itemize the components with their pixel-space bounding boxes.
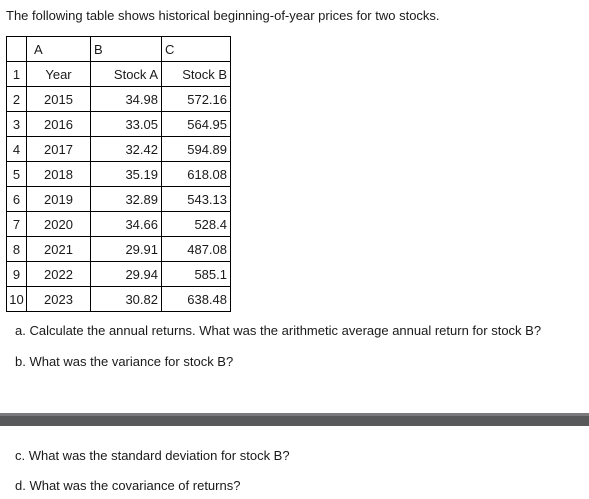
stock-a-cell: 34.98 bbox=[90, 86, 162, 112]
row-number: 10 bbox=[6, 286, 27, 312]
year-cell: 2015 bbox=[26, 86, 91, 112]
question-c: c. What was the standard deviation for s… bbox=[15, 448, 290, 463]
stock-b-cell: 487.08 bbox=[161, 236, 231, 262]
table-row: 9 2022 29.94 585.1 bbox=[6, 261, 231, 287]
stock-b-cell: 528.4 bbox=[161, 211, 231, 237]
stock-a-cell: Stock A bbox=[90, 61, 162, 87]
row-number: 8 bbox=[6, 236, 27, 262]
column-header-a: A bbox=[26, 36, 91, 62]
row-number: 9 bbox=[6, 261, 27, 287]
question-a: a. Calculate the annual returns. What wa… bbox=[15, 323, 542, 338]
year-cell: 2016 bbox=[26, 111, 91, 137]
intro-text: The following table shows historical beg… bbox=[6, 8, 440, 23]
section-divider bbox=[0, 413, 589, 426]
stock-a-cell: 34.66 bbox=[90, 211, 162, 237]
year-cell: 2017 bbox=[26, 136, 91, 162]
stock-b-cell: 543.13 bbox=[161, 186, 231, 212]
row-number: 1 bbox=[6, 61, 27, 87]
row-number: 5 bbox=[6, 161, 27, 187]
stock-b-cell: 564.95 bbox=[161, 111, 231, 137]
stock-a-cell: 29.94 bbox=[90, 261, 162, 287]
stock-b-cell: 594.89 bbox=[161, 136, 231, 162]
year-cell: 2018 bbox=[26, 161, 91, 187]
price-table: A B C 1 Year Stock A Stock B 2 2015 34.98 572.1… bbox=[6, 36, 231, 312]
stock-a-cell: 29.91 bbox=[90, 236, 162, 262]
table-row: 7 2020 34.66 528.4 bbox=[6, 211, 231, 237]
stock-a-cell: 32.42 bbox=[90, 136, 162, 162]
table-row: 3 2016 33.05 564.95 bbox=[6, 111, 231, 137]
row-number: 4 bbox=[6, 136, 27, 162]
table-row: 5 2018 35.19 618.08 bbox=[6, 161, 231, 187]
stock-b-cell: 638.48 bbox=[161, 286, 231, 312]
table-header-row: 1 Year Stock A Stock B bbox=[6, 61, 231, 87]
stock-b-cell: 572.16 bbox=[161, 86, 231, 112]
row-number: 3 bbox=[6, 111, 27, 137]
year-cell: 2022 bbox=[26, 261, 91, 287]
year-cell: 2021 bbox=[26, 236, 91, 262]
question-b: b. What was the variance for stock B? bbox=[15, 354, 234, 369]
stock-a-cell: 30.82 bbox=[90, 286, 162, 312]
stock-a-cell: 35.19 bbox=[90, 161, 162, 187]
stock-a-cell: 32.89 bbox=[90, 186, 162, 212]
question-d: d. What was the covariance of returns? bbox=[15, 478, 241, 493]
stock-b-cell: 585.1 bbox=[161, 261, 231, 287]
column-header-b: B bbox=[90, 36, 162, 62]
table-row: 10 2023 30.82 638.48 bbox=[6, 286, 231, 312]
year-cell: Year bbox=[26, 61, 91, 87]
table-row: 4 2017 32.42 594.89 bbox=[6, 136, 231, 162]
stock-b-cell: 618.08 bbox=[161, 161, 231, 187]
year-cell: 2019 bbox=[26, 186, 91, 212]
column-header-row: A B C bbox=[6, 36, 231, 62]
year-cell: 2023 bbox=[26, 286, 91, 312]
table-row: 2 2015 34.98 572.16 bbox=[6, 86, 231, 112]
row-number: 2 bbox=[6, 86, 27, 112]
year-cell: 2020 bbox=[26, 211, 91, 237]
table-row: 8 2021 29.91 487.08 bbox=[6, 236, 231, 262]
table-row: 6 2019 32.89 543.13 bbox=[6, 186, 231, 212]
stock-a-cell: 33.05 bbox=[90, 111, 162, 137]
column-header-c: C bbox=[161, 36, 231, 62]
row-number: 7 bbox=[6, 211, 27, 237]
stock-b-cell: Stock B bbox=[161, 61, 231, 87]
corner-cell bbox=[6, 36, 27, 62]
row-number: 6 bbox=[6, 186, 27, 212]
